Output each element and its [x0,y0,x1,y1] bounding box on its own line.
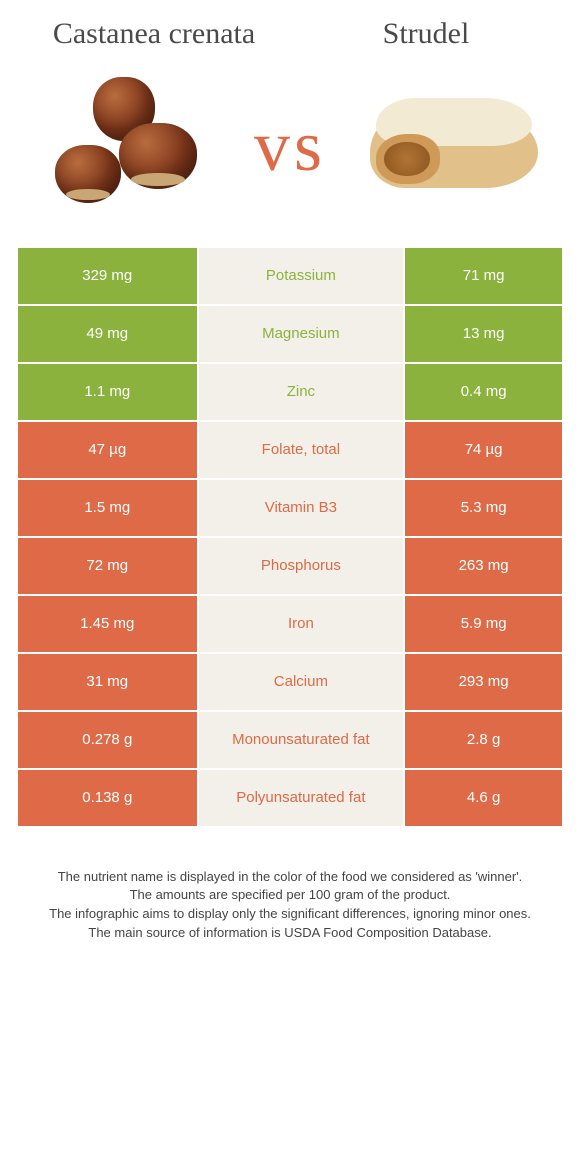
table-row: 0.138 gPolyunsaturated fat4.6 g [18,769,562,827]
nutrient-label: Iron [198,595,405,653]
left-value: 0.278 g [18,711,198,769]
footer-line: The main source of information is USDA F… [38,924,542,943]
nutrient-table: 329 mgPotassium71 mg49 mgMagnesium13 mg1… [18,248,562,828]
table-row: 72 mgPhosphorus263 mg [18,537,562,595]
right-value: 13 mg [404,305,562,363]
nutrient-label: Polyunsaturated fat [198,769,405,827]
right-value: 263 mg [404,537,562,595]
left-value: 1.45 mg [18,595,198,653]
table-row: 47 µgFolate, total74 µg [18,421,562,479]
left-value: 329 mg [18,248,198,305]
table-row: 1.45 mgIron5.9 mg [18,595,562,653]
left-value: 1.5 mg [18,479,198,537]
vs-label: vs [254,105,326,188]
left-value: 31 mg [18,653,198,711]
right-value: 74 µg [404,421,562,479]
table-row: 1.1 mgZinc0.4 mg [18,363,562,421]
table-row: 1.5 mgVitamin B35.3 mg [18,479,562,537]
left-value: 1.1 mg [18,363,198,421]
table-row: 31 mgCalcium293 mg [18,653,562,711]
footer-line: The infographic aims to display only the… [38,905,542,924]
right-value: 71 mg [404,248,562,305]
left-value: 47 µg [18,421,198,479]
image-row: vs [18,62,562,232]
nutrient-label: Magnesium [198,305,405,363]
nutrient-label: Potassium [198,248,405,305]
table-row: 49 mgMagnesium13 mg [18,305,562,363]
right-value: 2.8 g [404,711,562,769]
nutrient-label: Vitamin B3 [198,479,405,537]
footer-line: The nutrient name is displayed in the co… [38,868,542,887]
right-value: 4.6 g [404,769,562,827]
left-value: 0.138 g [18,769,198,827]
nutrient-label: Calcium [198,653,405,711]
nutrient-label: Monounsaturated fat [198,711,405,769]
left-value: 49 mg [18,305,198,363]
nutrient-label: Phosphorus [198,537,405,595]
table-row: 329 mgPotassium71 mg [18,248,562,305]
header-row: Castanea crenata Strudel [18,18,562,50]
right-value: 5.9 mg [404,595,562,653]
footer-notes: The nutrient name is displayed in the co… [18,868,562,963]
right-food-title: Strudel [290,18,562,50]
right-value: 293 mg [404,653,562,711]
right-value: 5.3 mg [404,479,562,537]
table-row: 0.278 gMonounsaturated fat2.8 g [18,711,562,769]
right-value: 0.4 mg [404,363,562,421]
footer-line: The amounts are specified per 100 gram o… [38,886,542,905]
strudel-icon [366,92,546,202]
left-value: 72 mg [18,537,198,595]
infographic-root: Castanea crenata Strudel vs 329 mgPotass… [0,0,580,963]
chestnut-icon [49,77,199,217]
nutrient-label: Folate, total [198,421,405,479]
left-food-title: Castanea crenata [18,18,290,50]
nutrient-label: Zinc [198,363,405,421]
